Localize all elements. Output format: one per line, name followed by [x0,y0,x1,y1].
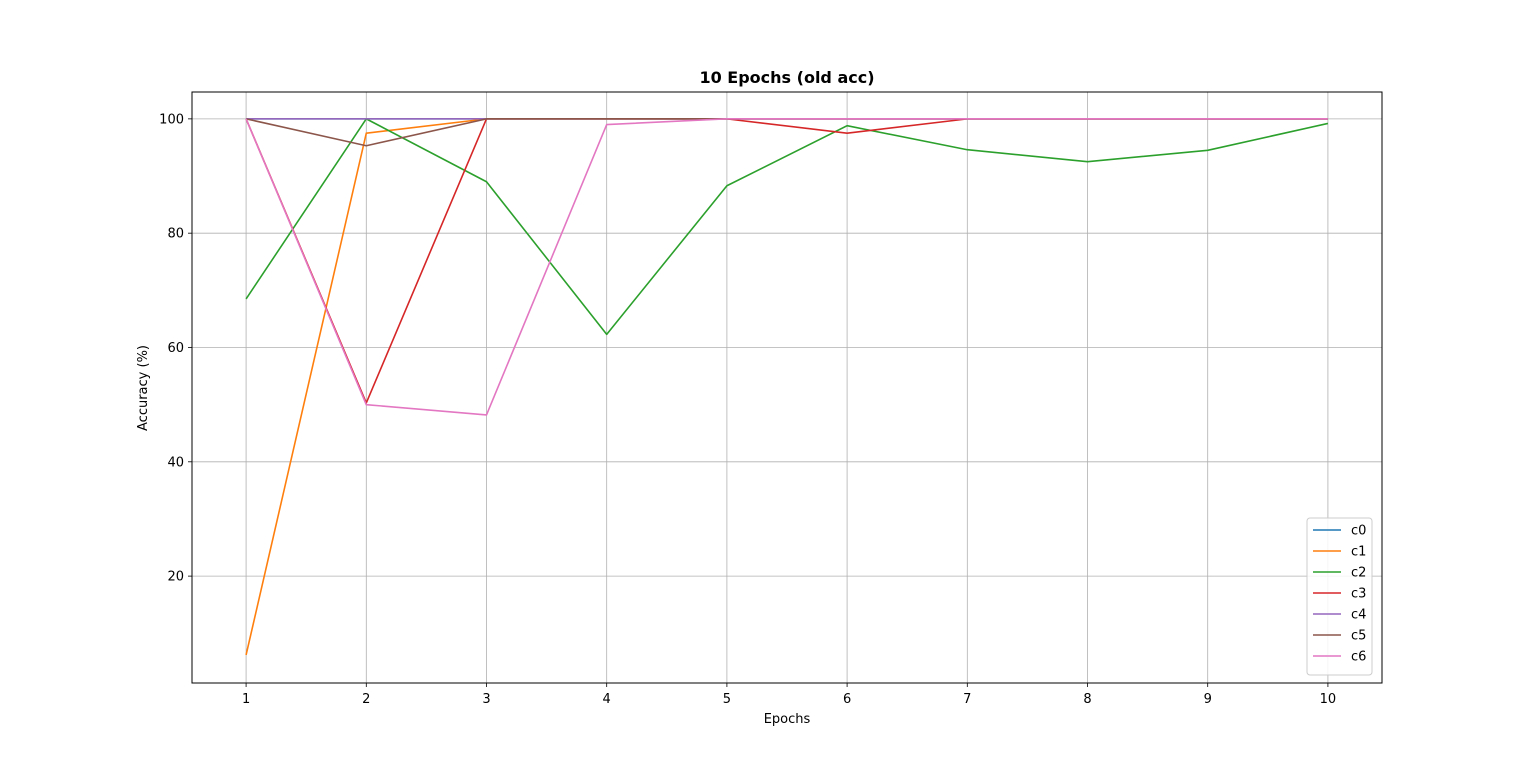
plot-area-frame [191,91,1383,684]
legend-label-c5: c5 [1351,629,1366,644]
series-lines [245,118,1329,656]
legend-label-c1: c1 [1351,545,1366,560]
x-tick-label: 8 [1083,692,1091,707]
legend-label-c2: c2 [1351,566,1366,581]
legend-label-c4: c4 [1351,608,1366,623]
x-tick-label: 5 [723,692,731,707]
grid [192,92,1382,683]
y-axis: 20 40 60 80 100 [159,112,192,585]
x-tick-label: 9 [1204,692,1212,707]
y-tick-label: 20 [167,570,184,585]
legend-label-c0: c0 [1351,524,1366,539]
x-axis-label: Epochs [764,712,811,727]
series-line-c6 [245,118,1328,416]
x-tick-label: 7 [963,692,971,707]
y-axis-label: Accuracy (%) [136,345,151,431]
x-tick-label: 4 [603,692,611,707]
series-line-c2 [245,118,1329,336]
x-tick-label: 2 [362,692,370,707]
y-tick-label: 40 [167,455,184,470]
x-axis: 1 2 3 4 5 6 7 8 9 10 [242,683,1336,707]
x-tick-label: 10 [1320,692,1337,707]
legend-label-c3: c3 [1351,587,1366,602]
y-tick-label: 60 [167,341,184,356]
chart-title: 10 Epochs (old acc) [699,68,874,87]
x-tick-label: 6 [843,692,851,707]
x-tick-label: 1 [242,692,250,707]
y-tick-label: 80 [167,227,184,242]
x-tick-label: 3 [482,692,490,707]
legend: c0 c1 c2 c3 c4 c5 c6 [1306,517,1373,676]
legend-label-c6: c6 [1351,650,1366,665]
y-tick-label: 100 [159,112,184,127]
